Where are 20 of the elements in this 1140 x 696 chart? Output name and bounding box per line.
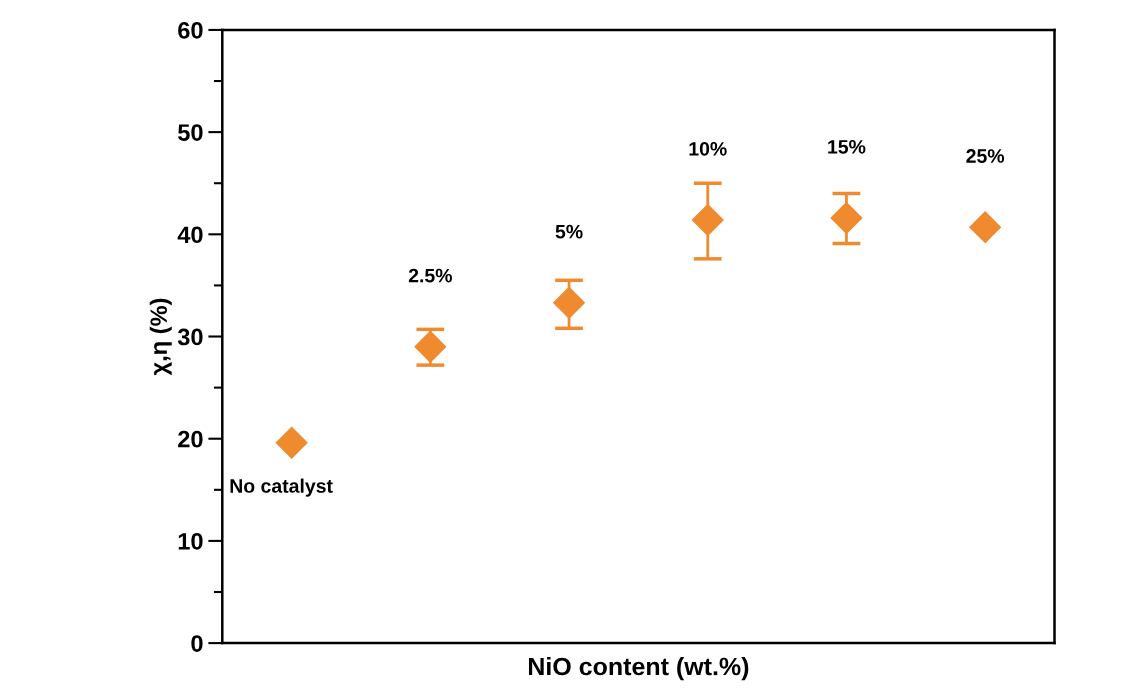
annotation: No catalyst (230, 478, 333, 497)
point (691, 204, 724, 236)
y-tick-label: 60 (178, 22, 203, 39)
y-tick-label: 50 (178, 124, 203, 141)
point (553, 287, 585, 319)
y-tick-label: 40 (177, 226, 203, 244)
y-tick-label: 0 (191, 635, 203, 652)
x-axis-title: NiO content (wt.%) (528, 656, 749, 681)
point (830, 202, 863, 234)
annotation: 10% (689, 141, 727, 156)
y-tick-label: 30 (177, 328, 203, 346)
annotation: 15% (828, 139, 866, 154)
point (969, 211, 1001, 243)
annotation: 5% (555, 224, 583, 239)
y-tick-label: 20 (178, 430, 203, 448)
y-axis-title: χ,η (%) (149, 298, 172, 376)
point (275, 427, 308, 459)
annotation: 25% (966, 149, 1005, 163)
annotation: 2.5% (408, 268, 452, 283)
y-tick-label: 10 (178, 532, 203, 550)
